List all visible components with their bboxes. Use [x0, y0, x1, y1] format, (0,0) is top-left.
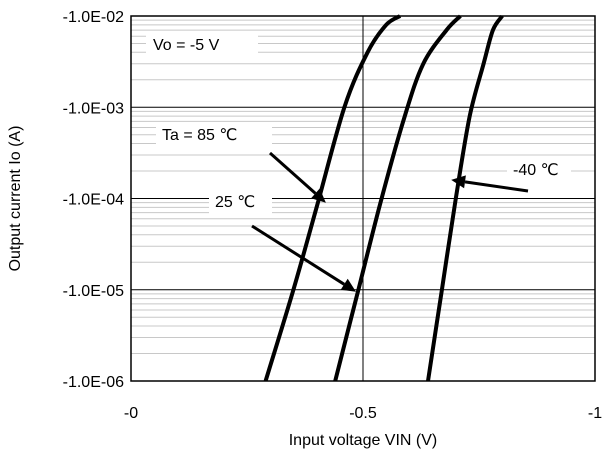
x-axis-title: Input voltage VIN (V) — [289, 432, 438, 449]
y-axis-title: Output current Io (A) — [7, 126, 24, 272]
series-lines — [263, 14, 504, 381]
annotation-0: Ta = 85 ℃ — [156, 122, 326, 203]
plot-frame — [130, 15, 596, 382]
x-tick-label: -0 — [124, 405, 138, 422]
annotation-label: 25 ℃ — [215, 194, 255, 211]
annotation-label: -40 ℃ — [513, 162, 559, 179]
annotation-arrow-line — [269, 151, 317, 195]
series-line-1 — [333, 14, 462, 381]
grid — [130, 15, 596, 382]
annotation-1: 25 ℃ — [209, 189, 356, 292]
condition-legend-box — [146, 31, 258, 59]
annotation-arrow-line — [251, 224, 346, 286]
y-tick-label: -1.0E-04 — [63, 192, 124, 209]
y-tick-label: -1.0E-03 — [63, 100, 124, 117]
annotation-arrow-head — [340, 278, 356, 292]
condition-legend-text: Vo = -5 V — [153, 37, 220, 54]
x-tick-label: -1 — [588, 405, 602, 422]
y-tick-label: -1.0E-06 — [63, 374, 124, 391]
y-tick-label: -1.0E-02 — [63, 9, 124, 26]
y-tick-label: -1.0E-05 — [63, 283, 124, 300]
annotation-label: Ta = 85 ℃ — [162, 127, 237, 144]
series-line-0 — [263, 14, 402, 381]
annotations: Ta = 85 ℃ 25 ℃ -40 ℃ — [156, 122, 571, 292]
annotation-arrow-head — [311, 188, 326, 203]
annotation-arrow-line — [464, 180, 529, 193]
series-line-2 — [426, 14, 504, 381]
x-tick-labels: -0 -0.5 -1 — [124, 405, 602, 422]
annotation-2: -40 ℃ — [451, 157, 571, 193]
annotation-label-box — [156, 122, 272, 148]
condition-legend: Vo = -5 V — [146, 31, 258, 59]
annotation-label-box — [209, 189, 272, 215]
x-tick-label: -0.5 — [349, 405, 377, 422]
y-tick-labels: -1.0E-02 -1.0E-03 -1.0E-04 -1.0E-05 -1.0E-06 — [63, 9, 124, 391]
annotation-label-box — [507, 157, 571, 183]
annotation-arrow-head — [451, 175, 466, 189]
